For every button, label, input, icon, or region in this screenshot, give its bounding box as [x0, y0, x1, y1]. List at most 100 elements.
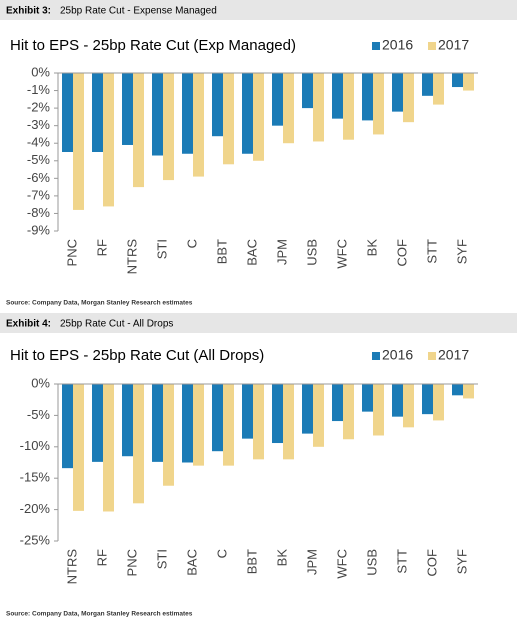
bar [343, 384, 354, 440]
x-tick-label: BK [274, 549, 289, 567]
bar [452, 73, 463, 88]
source-note: Source: Company Data, Morgan Stanley Res… [6, 300, 193, 307]
x-tick-label: STI [154, 239, 169, 259]
x-tick-label: C [214, 549, 229, 558]
bar [283, 73, 294, 144]
y-tick-label: -10% [20, 438, 51, 453]
legend-label: 2017 [438, 37, 469, 53]
x-tick-label: USB [304, 239, 319, 266]
x-tick-label: NTRS [64, 549, 79, 585]
bar [182, 73, 193, 154]
exhibit-caption: 25bp Rate Cut - Expense Managed [60, 6, 217, 17]
bar [452, 384, 463, 396]
y-tick-label: -4% [27, 135, 51, 150]
bar [313, 73, 324, 142]
x-tick-label: SYF [454, 239, 469, 264]
exhibit-label: Exhibit 3: [6, 6, 51, 17]
y-tick-label: -5% [27, 407, 51, 422]
exhibit-header-bg [0, 313, 517, 333]
bar [302, 384, 313, 434]
x-tick-label: JPM [304, 549, 319, 575]
x-tick-label: WFC [334, 549, 349, 579]
bar [103, 384, 114, 512]
bar [272, 384, 283, 444]
bar [362, 384, 373, 412]
bar [73, 73, 84, 210]
bar [212, 73, 223, 137]
x-tick-label: SYF [454, 549, 469, 574]
bar [223, 384, 234, 466]
x-tick-label: JPM [274, 239, 289, 265]
bar [403, 73, 414, 123]
bar [122, 384, 133, 457]
bar [373, 73, 384, 135]
x-tick-label: C [184, 239, 199, 248]
y-tick-label: -7% [27, 187, 51, 202]
x-tick-label: PNC [124, 549, 139, 576]
x-tick-label: COF [394, 239, 409, 267]
y-tick-label: -3% [27, 117, 51, 132]
x-tick-label: BBT [214, 239, 229, 264]
bar [253, 73, 264, 161]
x-tick-label: RF [94, 549, 109, 566]
exhibit-caption: 25bp Rate Cut - All Drops [60, 319, 173, 330]
y-tick-label: 0% [31, 64, 50, 79]
bar [223, 73, 234, 165]
x-tick-label: COF [424, 549, 439, 577]
y-tick-label: -8% [27, 205, 51, 220]
bar [332, 384, 343, 422]
bar [343, 73, 354, 140]
x-tick-label: USB [364, 549, 379, 576]
bar [103, 73, 114, 207]
bar [133, 73, 144, 188]
bar [92, 73, 103, 152]
bar [283, 384, 294, 460]
bar [463, 384, 474, 399]
bar [313, 384, 324, 447]
bar [433, 384, 444, 421]
chart-title: Hit to EPS - 25bp Rate Cut (Exp Managed) [10, 37, 296, 54]
y-tick-label: -2% [27, 100, 51, 115]
x-tick-label: STI [154, 549, 169, 569]
bar [182, 384, 193, 463]
chart-title: Hit to EPS - 25bp Rate Cut (All Drops) [10, 347, 264, 364]
legend-swatch [372, 352, 380, 360]
legend-label: 2017 [438, 347, 469, 363]
bar [163, 384, 174, 486]
x-tick-label: BAC [244, 239, 259, 266]
bar [392, 384, 403, 417]
x-tick-label: WFC [334, 239, 349, 269]
y-tick-label: 0% [31, 375, 50, 390]
bar [433, 73, 444, 105]
y-tick-label: -6% [27, 170, 51, 185]
bar [133, 384, 144, 504]
x-tick-label: STT [424, 239, 439, 264]
x-tick-label: STT [394, 549, 409, 574]
x-tick-label: PNC [64, 239, 79, 266]
bar [253, 384, 264, 460]
bar [62, 384, 73, 469]
x-tick-label: RF [94, 239, 109, 256]
bar [392, 73, 403, 112]
bar [242, 384, 253, 439]
y-tick-label: -5% [27, 152, 51, 167]
bar [373, 384, 384, 436]
bar [332, 73, 343, 119]
x-tick-label: BK [364, 239, 379, 257]
bar [152, 384, 163, 462]
bar [163, 73, 174, 181]
legend-label: 2016 [382, 37, 413, 53]
bar [403, 384, 414, 428]
bar [193, 73, 204, 177]
x-tick-label: NTRS [124, 239, 139, 275]
bar [73, 384, 84, 511]
legend-swatch [372, 42, 380, 50]
y-tick-label: -1% [27, 82, 51, 97]
bar [152, 73, 163, 156]
legend-swatch [428, 352, 436, 360]
legend-label: 2016 [382, 347, 413, 363]
bar [422, 384, 433, 415]
legend-swatch [428, 42, 436, 50]
y-tick-label: -20% [20, 501, 51, 516]
